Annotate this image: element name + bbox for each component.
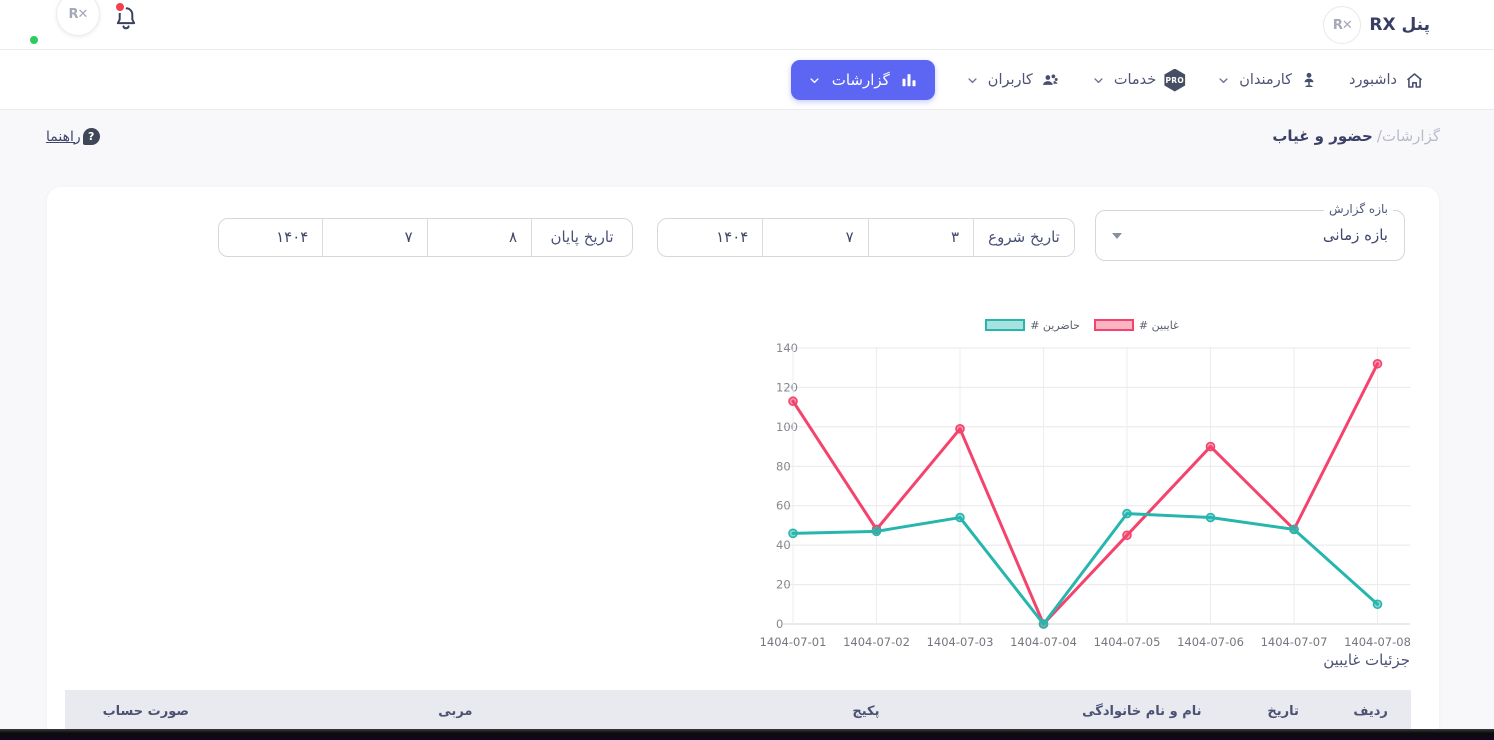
column-header: نام و نام خانوادگی bbox=[1047, 690, 1237, 732]
svg-text:1404-07-05: 1404-07-05 bbox=[1094, 635, 1161, 649]
nav-item-users[interactable]: کاربران bbox=[965, 70, 1061, 91]
start-date-group: تاریخ شروع ۳ ۷ ۱۴۰۴ bbox=[657, 218, 1075, 257]
nav-item-label: داشبورد bbox=[1349, 72, 1397, 88]
column-header: صورت حساب bbox=[65, 690, 227, 732]
svg-text:100: 100 bbox=[776, 420, 798, 434]
legend-item[interactable]: # غایبین bbox=[1093, 317, 1179, 333]
breadcrumb: گزارشات/حضور و غیاب bbox=[1272, 127, 1440, 145]
notifications-button[interactable] bbox=[110, 1, 142, 36]
end-date-label: تاریخ پایان bbox=[550, 228, 614, 246]
report-range-value: بازه زمانی bbox=[1322, 226, 1388, 244]
end-date-year-input[interactable]: ۱۴۰۴ bbox=[219, 219, 324, 256]
column-header: تاریخ bbox=[1236, 690, 1331, 732]
legend-item[interactable]: # حاضرین bbox=[985, 317, 1080, 333]
chevron-down-icon bbox=[807, 73, 822, 88]
svg-text:40: 40 bbox=[776, 538, 791, 552]
chevron-down-icon bbox=[1112, 233, 1122, 239]
legend-swatch bbox=[1093, 319, 1134, 331]
svg-text:120: 120 bbox=[776, 380, 798, 394]
svg-text:1404-07-02: 1404-07-02 bbox=[843, 635, 910, 649]
home-icon bbox=[1404, 70, 1425, 91]
brand-logo-icon: R✕ bbox=[1323, 6, 1362, 44]
help-label: راهنما bbox=[46, 128, 81, 145]
start-date-month-input[interactable]: ۷ bbox=[763, 219, 869, 256]
svg-text:1404-07-08: 1404-07-08 bbox=[1344, 635, 1411, 649]
help-link[interactable]: ? راهنما bbox=[46, 128, 100, 145]
notification-badge-dot bbox=[114, 1, 126, 13]
chevron-down-icon bbox=[1216, 73, 1231, 88]
svg-text:0: 0 bbox=[776, 617, 783, 631]
breadcrumb-current: حضور و غیاب bbox=[1272, 127, 1373, 145]
svg-text:1404-07-07: 1404-07-07 bbox=[1261, 635, 1328, 649]
column-header: ردیف bbox=[1330, 690, 1411, 732]
main-nav: داشبورد کارمندان PRO خدمات کاربران گزارشات bbox=[0, 50, 1494, 110]
breadcrumb-reports-link[interactable]: گزارشات/ bbox=[1376, 127, 1440, 145]
question-icon: ? bbox=[82, 128, 100, 145]
employee-icon bbox=[1299, 70, 1319, 90]
rx-logo-icon: R✕ bbox=[68, 6, 89, 22]
end-date-group: تاریخ پایان ۸ ۷ ۱۴۰۴ bbox=[218, 218, 633, 257]
table-header-row: ردیف تاریخ نام و نام خانوادگی پکیج مربی صورت … bbox=[65, 690, 1411, 732]
end-date-day-input[interactable]: ۸ bbox=[428, 219, 532, 256]
report-range-select[interactable]: بازه گزارش بازه زمانی bbox=[1095, 202, 1405, 261]
svg-text:1404-07-06: 1404-07-06 bbox=[1177, 635, 1244, 649]
legend-swatch bbox=[985, 319, 1026, 331]
start-date-day-input[interactable]: ۳ bbox=[869, 219, 974, 256]
online-status-dot bbox=[28, 34, 40, 46]
report-card: بازه گزارش بازه زمانی تاریخ شروع ۳ ۷ ۱۴۰… bbox=[47, 187, 1439, 740]
svg-text:20: 20 bbox=[776, 578, 791, 592]
brand: پنل RX R✕ bbox=[1323, 0, 1430, 50]
start-date-year-input[interactable]: ۱۴۰۴ bbox=[658, 219, 764, 256]
svg-text:140: 140 bbox=[776, 341, 798, 355]
svg-text:60: 60 bbox=[776, 499, 791, 513]
svg-text:80: 80 bbox=[776, 459, 791, 473]
end-date-month-input[interactable]: ۷ bbox=[323, 219, 428, 256]
nav-item-label: گزارشات bbox=[831, 71, 890, 89]
bell-icon bbox=[112, 6, 140, 35]
nav-item-employees[interactable]: کارمندان bbox=[1216, 70, 1319, 90]
user-avatar[interactable]: R✕ bbox=[56, 0, 100, 36]
legend-label: # حاضرین bbox=[1030, 318, 1080, 332]
column-header: مربی bbox=[226, 690, 685, 732]
users-icon bbox=[1040, 70, 1061, 91]
svg-text:1404-07-03: 1404-07-03 bbox=[927, 635, 994, 649]
chart-icon bbox=[899, 70, 919, 90]
legend-label: # غایبین bbox=[1138, 318, 1179, 332]
report-range-label: بازه گزارش bbox=[1323, 202, 1393, 216]
line-chart: 0 20 40 60 80 100 120 140 1404-07-01 1404-07-02 14… bbox=[760, 341, 1411, 649]
absentees-table: ردیف تاریخ نام و نام خانوادگی پکیج مربی صورت … bbox=[65, 690, 1411, 732]
column-header: پکیج bbox=[684, 690, 1048, 732]
nav-item-label: کاربران bbox=[987, 72, 1033, 88]
chevron-down-icon bbox=[965, 73, 980, 88]
topbar: R✕ پنل RX R✕ bbox=[0, 0, 1494, 50]
chart-legend: # غایبین # حاضرین bbox=[750, 317, 1414, 333]
details-title: جزئیات غایبین bbox=[1323, 651, 1410, 669]
taskbar-strip bbox=[0, 729, 1494, 740]
nav-item-label: خدمات bbox=[1113, 72, 1157, 88]
app-title: پنل RX bbox=[1369, 15, 1430, 35]
nav-item-services[interactable]: PRO خدمات bbox=[1091, 68, 1186, 92]
nav-item-dashboard[interactable]: داشبورد bbox=[1349, 70, 1425, 91]
start-date-label: تاریخ شروع bbox=[988, 228, 1060, 246]
nav-item-label: کارمندان bbox=[1239, 72, 1293, 88]
pro-badge: PRO bbox=[1164, 68, 1186, 92]
svg-text:1404-07-01: 1404-07-01 bbox=[760, 635, 827, 649]
nav-item-reports[interactable]: گزارشات bbox=[790, 60, 935, 100]
attendance-chart: # غایبین # حاضرین 0 20 40 60 80 100 120 140 1404-… bbox=[750, 317, 1414, 655]
chevron-down-icon bbox=[1091, 73, 1106, 88]
svg-text:1404-07-04: 1404-07-04 bbox=[1010, 635, 1077, 649]
